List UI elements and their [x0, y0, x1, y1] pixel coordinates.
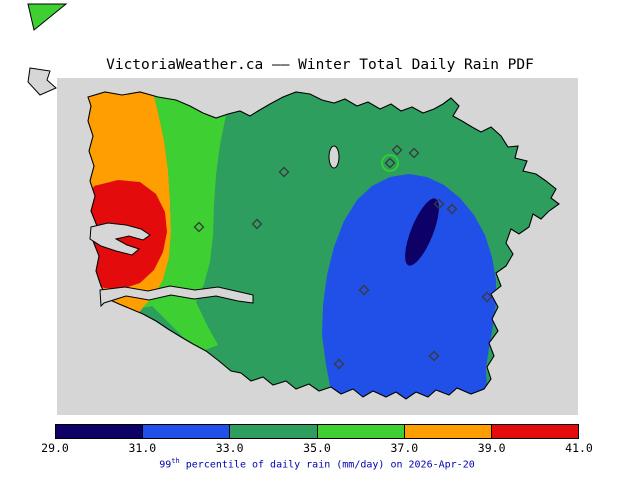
station-marker [384, 157, 396, 169]
offshore-island-north [27, 3, 68, 31]
station-marker [446, 203, 458, 215]
colorbar-tick-label: 29.0 [41, 441, 69, 455]
station-marker [251, 218, 263, 230]
colorbar-tick-label: 37.0 [390, 441, 419, 455]
station-marker [391, 144, 403, 156]
caption-superscript: th [171, 457, 180, 465]
caption-text: percentile of daily rain (mm/day) on 202… [179, 459, 475, 471]
region-37-39-lime [142, 92, 230, 352]
region-29-31-navy [405, 198, 439, 266]
colorbar-segment [317, 425, 405, 438]
harbour-channel [99, 285, 254, 308]
colorbar-tick-label: 31.0 [128, 441, 157, 455]
station-marker [278, 166, 290, 178]
lake [328, 145, 340, 169]
colorbar-tick-label: 35.0 [303, 441, 331, 455]
colorbar-tick-label: 33.0 [215, 441, 244, 455]
colorbar-ticks: 29.0 31.0 33.0 35.0 37.0 39.0 41.0 [41, 441, 593, 455]
caption-number: 99 [159, 459, 172, 471]
colorbar-segment [491, 425, 579, 438]
colorbar-caption: 99th percentile of daily rain (mm/day) o… [55, 457, 579, 470]
map-title: VictoriaWeather.ca –– Winter Total Daily… [106, 57, 534, 73]
station-marker [433, 198, 445, 210]
station-marker [333, 358, 345, 370]
colorbar-tick-label: 41.0 [565, 441, 593, 455]
station-marker [481, 291, 493, 303]
highlighted-station-ring [381, 154, 399, 172]
station-markers [193, 144, 493, 370]
offshore-island-west [27, 67, 57, 96]
colorbar-segment [56, 425, 144, 438]
colorbar-segment [404, 425, 492, 438]
region-31-33-blue [322, 174, 496, 399]
esquimalt-harbour-inlet [89, 222, 151, 256]
contour-regions [88, 92, 496, 399]
station-marker [428, 350, 440, 362]
station-marker [358, 284, 370, 296]
station-marker [193, 221, 205, 233]
station-marker [408, 147, 420, 159]
colorbar [55, 424, 579, 439]
colorbar-segment [143, 425, 231, 438]
colorbar-segment [230, 425, 318, 438]
colorbar-tick-label: 39.0 [477, 441, 506, 455]
